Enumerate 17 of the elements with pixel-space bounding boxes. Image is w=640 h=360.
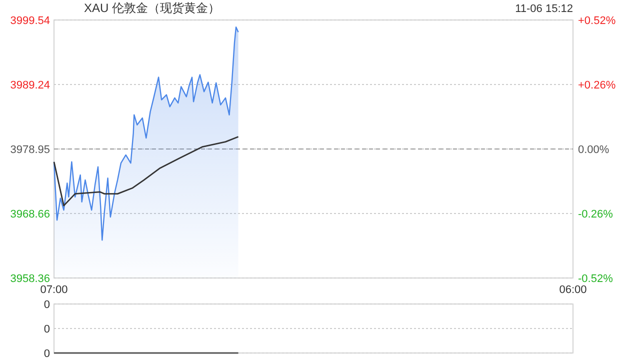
x-tick-label: 07:00 bbox=[40, 284, 68, 296]
y-tick-label: 3989.24 bbox=[10, 80, 50, 92]
y-tick-label: 0 bbox=[44, 348, 50, 360]
chart-subtitle: 11-06 15:12 bbox=[515, 3, 573, 15]
y-tick-label: 3999.54 bbox=[10, 15, 50, 27]
y-tick-label: 3968.66 bbox=[10, 208, 50, 220]
y2-tick-label: +0.26% bbox=[578, 80, 616, 92]
chart-title: XAU 伦敦金（现货黄金） bbox=[84, 1, 220, 15]
y-tick-label: 3978.95 bbox=[10, 144, 50, 156]
x-tick-label: 06:00 bbox=[559, 284, 587, 296]
y-tick-label: 0 bbox=[44, 324, 50, 336]
y-tick-label: 0 bbox=[44, 299, 50, 311]
y2-tick-label: 0.00% bbox=[578, 144, 610, 156]
y2-tick-label: -0.52% bbox=[578, 273, 614, 285]
y2-tick-label: +0.52% bbox=[578, 15, 616, 27]
y2-tick-label: -0.26% bbox=[578, 208, 614, 220]
y-tick-label: 3958.36 bbox=[10, 273, 50, 285]
